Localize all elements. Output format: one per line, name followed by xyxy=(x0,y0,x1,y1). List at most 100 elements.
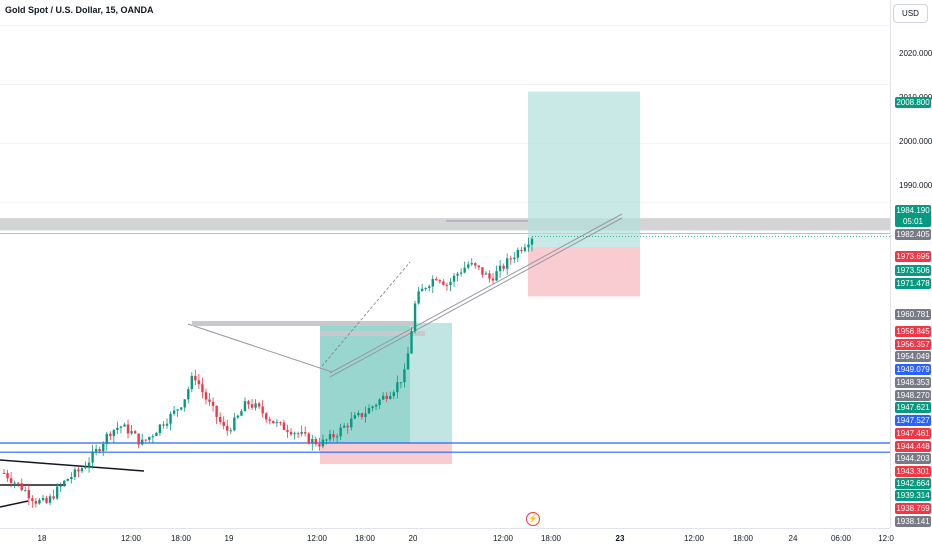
price-tag[interactable]: 1938.769 xyxy=(895,503,931,514)
candle-body xyxy=(222,421,225,426)
candle-body xyxy=(304,432,307,434)
price-tag[interactable]: 1949.079 xyxy=(895,364,931,375)
candle-body xyxy=(254,403,257,408)
candle-body xyxy=(187,389,190,400)
price-tag[interactable]: 1956.845 xyxy=(895,326,931,337)
trend-line xyxy=(329,217,623,378)
price-tag[interactable]: 1947.461 xyxy=(895,428,931,439)
price-tag[interactable]: 1942.664 xyxy=(895,478,931,489)
currency-button[interactable]: USD xyxy=(893,4,928,23)
candle-body xyxy=(84,466,87,469)
price-tag[interactable]: 1939.314 xyxy=(895,490,931,501)
price-tag[interactable]: 1954.049 xyxy=(895,351,931,362)
price-tag[interactable]: 1973.506 xyxy=(895,265,931,276)
trend-line xyxy=(0,500,29,508)
candle-body xyxy=(392,392,395,396)
position-path-line xyxy=(321,261,411,367)
candle-body xyxy=(389,395,392,399)
candle-body xyxy=(218,417,222,422)
resistance-zone xyxy=(0,218,890,231)
candle-body xyxy=(190,375,194,390)
price-tag[interactable]: 1943.301 xyxy=(895,466,931,477)
position-loss-zone xyxy=(528,246,640,297)
candle-body xyxy=(505,258,509,269)
candle-body xyxy=(406,353,410,370)
candle-body xyxy=(151,436,155,438)
lightning-icon[interactable]: ⚡ xyxy=(526,512,540,526)
candle-body xyxy=(211,401,215,406)
candle-body xyxy=(2,472,6,474)
candle-body xyxy=(144,439,147,441)
position-loss-zone xyxy=(320,443,452,465)
price-tag[interactable]: 1973.695 xyxy=(895,251,931,262)
price-tag[interactable]: 1971.478 xyxy=(895,278,931,289)
candle-body xyxy=(204,392,208,400)
candle-body xyxy=(63,480,66,486)
candle-body xyxy=(247,401,250,405)
chart-area[interactable] xyxy=(0,0,890,528)
candle-body xyxy=(250,404,254,408)
candle-body xyxy=(137,433,140,445)
candle-body xyxy=(105,433,108,445)
time-tick: 18 xyxy=(37,534,47,543)
candle-body xyxy=(123,424,126,427)
candle-body xyxy=(399,382,403,384)
candle-body xyxy=(342,425,346,428)
candle-body xyxy=(445,284,449,286)
candle-body xyxy=(527,244,530,248)
price-tag[interactable]: 1982.405 xyxy=(895,229,931,240)
time-tick: 23 xyxy=(615,534,625,543)
candle-body xyxy=(179,407,183,410)
chart-canvas[interactable] xyxy=(0,0,890,528)
candle-body xyxy=(339,427,342,437)
candle-body xyxy=(31,498,34,501)
countdown-label: 05:01 xyxy=(902,217,924,226)
candle-body xyxy=(321,439,325,447)
candle-body xyxy=(530,238,534,245)
price-tag[interactable]: 1948.353 xyxy=(895,377,931,388)
candle-body xyxy=(318,444,321,447)
candle-body xyxy=(13,482,16,484)
candle-body xyxy=(183,399,186,408)
candle-body xyxy=(73,469,77,477)
price-axis[interactable] xyxy=(890,0,932,528)
time-tick: 12:00 xyxy=(120,534,142,543)
candle-body xyxy=(229,430,232,432)
candle-body xyxy=(215,405,218,418)
price-tag[interactable]: 2008.800 xyxy=(895,97,931,108)
candle-body xyxy=(55,486,59,499)
price-tick: 2000.000 xyxy=(899,137,932,146)
candle-body xyxy=(141,439,144,445)
candle-body xyxy=(410,331,413,354)
candle-body xyxy=(48,496,52,503)
candle-body xyxy=(16,482,20,484)
candle-body xyxy=(169,413,172,424)
time-tick: 12:0 xyxy=(878,534,894,543)
candle-body xyxy=(332,434,335,438)
candle-body xyxy=(456,273,459,276)
price-tag[interactable]: 1956.357 xyxy=(895,339,931,350)
candle-body xyxy=(509,258,512,260)
candle-body xyxy=(474,263,477,266)
candle-body xyxy=(130,431,133,434)
price-tag[interactable]: 1984.190 05:01 xyxy=(895,205,931,227)
candle-body xyxy=(116,427,119,430)
price-tag[interactable]: 1938.141 xyxy=(895,516,931,527)
price-tick: 2020.000 xyxy=(899,49,932,58)
time-axis[interactable] xyxy=(0,528,890,551)
candle-body xyxy=(374,404,378,407)
candle-body xyxy=(371,406,374,409)
candle-body xyxy=(41,498,45,501)
candle-body xyxy=(307,433,310,444)
price-tag[interactable]: 1948.270 xyxy=(895,390,931,401)
price-tag[interactable]: 1960.781 xyxy=(895,309,931,320)
candle-body xyxy=(452,275,456,282)
time-tick: 18:00 xyxy=(354,534,376,543)
candle-body xyxy=(240,411,243,416)
candle-body xyxy=(481,267,484,275)
price-tag[interactable]: 1947.527 xyxy=(895,415,931,426)
candle-body xyxy=(112,429,116,436)
price-tag[interactable]: 1944.203 xyxy=(895,453,931,464)
price-tag[interactable]: 1947.621 xyxy=(895,402,931,413)
price-tag[interactable]: 1944.448 xyxy=(895,441,931,452)
